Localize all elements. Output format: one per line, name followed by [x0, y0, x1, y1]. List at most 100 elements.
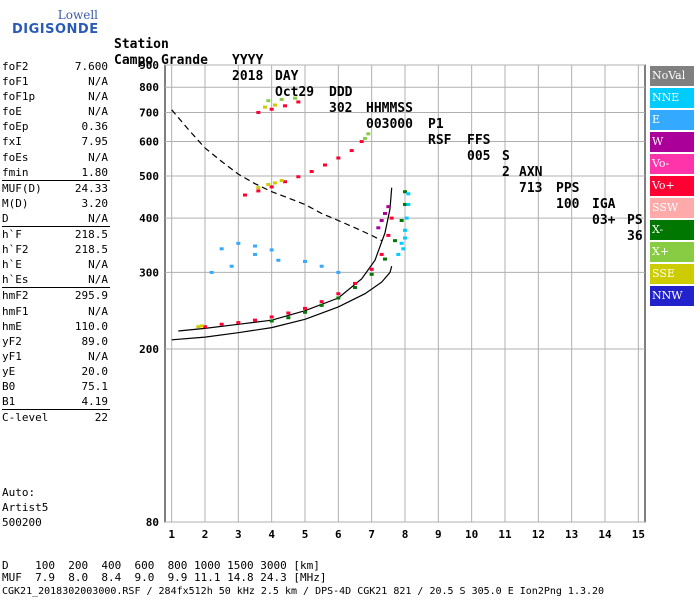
y-tick-label: 500	[139, 170, 159, 183]
param-separator	[2, 409, 110, 411]
point-x-	[403, 190, 407, 194]
curve-muf-curve	[171, 109, 382, 242]
point-e	[229, 264, 234, 268]
point-x-	[353, 285, 357, 289]
point-nne	[399, 241, 404, 245]
x-tick-label: 7	[368, 528, 375, 541]
point-x-	[383, 257, 387, 261]
header-ps: PS	[627, 213, 643, 228]
param-value: 20.0	[81, 364, 109, 378]
curve-model-X	[178, 187, 393, 332]
point-vo-	[369, 267, 374, 271]
point-e	[253, 252, 257, 256]
point-sse	[263, 105, 267, 109]
param-row: foE N/A	[2, 104, 110, 119]
header-day-value: Oct29	[275, 85, 315, 100]
point-vo-	[269, 107, 274, 111]
point-vo-	[303, 306, 307, 310]
param-value: N/A	[88, 150, 108, 164]
param-value: 218.5	[74, 243, 108, 257]
param-row: yF2 89.0	[2, 334, 110, 349]
point-e	[219, 247, 224, 251]
param-label: D	[2, 211, 9, 225]
param-value: 218.5	[74, 228, 108, 242]
header-iga: IGA	[592, 197, 616, 212]
x-tick-label: 10	[465, 528, 478, 541]
param-label: yF1	[2, 349, 22, 363]
curve-model-O	[171, 266, 393, 341]
auto-code: 500200	[2, 516, 42, 529]
header-row-1: Station YYYY DAY DDD HHMMSS P1 FFS S AXN…	[0, 21, 643, 229]
legend-item-noval: NoVal	[650, 66, 694, 86]
point-vo-	[389, 216, 394, 220]
point-e	[269, 248, 274, 252]
param-label: MUF(D)	[2, 181, 42, 195]
point-x-	[403, 202, 407, 206]
point-sse	[273, 103, 277, 107]
header-day: DAY	[275, 69, 299, 84]
param-value: 110.0	[74, 319, 108, 333]
parameter-panel: foF2 7.600 foF1 N/A foF1p N/A foE N/A foEp 0.36 fx…	[2, 59, 110, 425]
point-vo-	[256, 110, 261, 114]
header-ps-value: 36	[627, 229, 643, 244]
param-value: 89.0	[81, 334, 109, 348]
point-x-	[399, 218, 404, 222]
y-tick-label: 80	[146, 516, 159, 529]
point-vo-	[309, 170, 314, 174]
point-vo-	[386, 233, 391, 237]
param-value: 1.80	[81, 165, 109, 179]
point-vo-	[319, 300, 324, 304]
y-tick-label: 600	[139, 136, 159, 149]
logo-main: DIGISONDE	[12, 22, 99, 37]
param-row: B0 75.1	[2, 379, 110, 394]
legend-item-sse: SSE	[650, 264, 694, 284]
param-row: foF1 N/A	[2, 74, 110, 89]
header-station: Station	[114, 37, 169, 52]
point-x-	[366, 132, 371, 136]
point-e	[253, 244, 257, 248]
header-pps-value: 100	[556, 197, 580, 212]
x-tick-label: 2	[202, 528, 209, 541]
x-tick-label: 6	[335, 528, 342, 541]
param-label: foF1p	[2, 90, 36, 104]
y-tick-label: 200	[139, 343, 159, 356]
x-tick-label: 1	[168, 528, 175, 541]
x-tick-label: 8	[402, 528, 409, 541]
point-x-	[269, 319, 274, 323]
param-row: foF2 7.600	[2, 59, 110, 74]
param-value: 24.33	[74, 181, 108, 195]
param-value: N/A	[88, 273, 108, 287]
param-row: h`E N/A	[2, 257, 110, 272]
legend: NoVal NNE E W Vo- Vo+ SSW X- X+ SSE NNW	[650, 66, 694, 308]
point-vo-	[283, 104, 287, 108]
header-iga-value: 03+	[592, 213, 616, 228]
auto-label: Auto:	[2, 486, 36, 499]
point-x-	[393, 239, 397, 243]
point-nne	[403, 228, 407, 232]
param-label: foE	[2, 105, 22, 119]
point-vo-	[253, 318, 257, 322]
point-nne	[396, 252, 401, 256]
header-ddd-value: 302	[329, 101, 353, 116]
param-label: B1	[2, 395, 16, 409]
legend-item-vo-: Vo+	[650, 176, 694, 196]
x-tick-label: 3	[235, 528, 242, 541]
x-tick-label: 4	[268, 528, 275, 541]
point-vo-	[243, 193, 247, 197]
param-value: 295.9	[74, 289, 108, 303]
legend-item-x-: X+	[650, 242, 694, 262]
header-yyyy-value: 2018	[232, 69, 264, 84]
param-label: foF1	[2, 75, 29, 89]
param-value: N/A	[88, 258, 108, 272]
point-w	[383, 211, 387, 215]
point-x-	[363, 136, 367, 140]
param-row: M(D) 3.20	[2, 196, 110, 211]
point-vo-	[359, 140, 364, 144]
param-row: hmE 110.0	[2, 319, 110, 334]
point-vo-	[269, 185, 274, 189]
point-vo-	[296, 100, 301, 104]
param-row: MUF(D) 24.33	[2, 181, 110, 196]
legend-item-x-: X-	[650, 220, 694, 240]
param-value: N/A	[88, 349, 108, 363]
